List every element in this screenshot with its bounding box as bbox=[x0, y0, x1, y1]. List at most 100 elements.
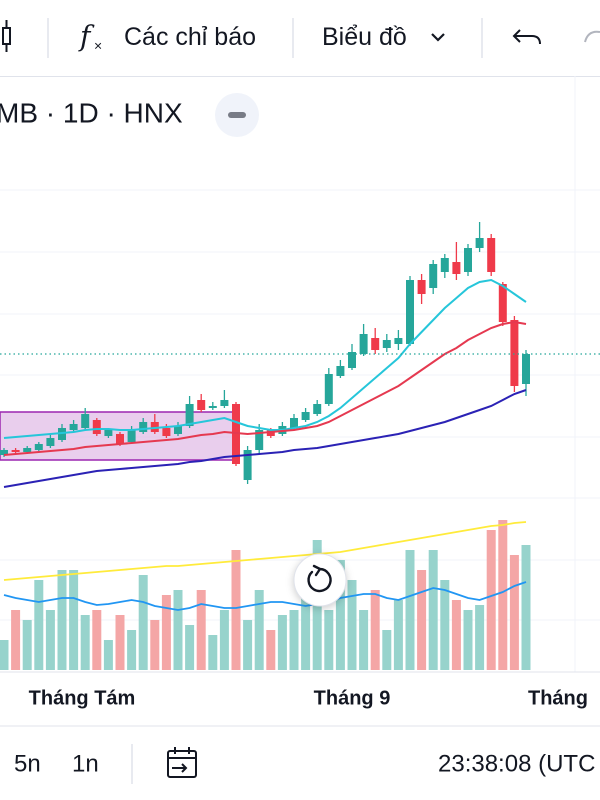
moving-average bbox=[3, 521, 527, 581]
volume-bar bbox=[34, 580, 44, 670]
candle-body bbox=[464, 248, 472, 272]
candle-body bbox=[69, 424, 78, 430]
volume-bar bbox=[22, 620, 32, 670]
volume-bar bbox=[196, 590, 206, 670]
bottom-bar: 5n 1n 23:38:08 (UTC bbox=[14, 744, 595, 784]
volume-bar bbox=[498, 520, 508, 670]
volume-bar bbox=[370, 590, 380, 670]
chart-type-button[interactable]: Biểu đồ bbox=[322, 23, 407, 51]
candle-body bbox=[197, 400, 206, 410]
fx-icon-x: × bbox=[94, 38, 102, 54]
volume-bar bbox=[475, 605, 485, 670]
candle-body bbox=[359, 334, 368, 354]
candle-body bbox=[104, 430, 113, 436]
candle-body bbox=[440, 258, 449, 272]
collapse-icon bbox=[228, 112, 246, 118]
volume-bar bbox=[486, 530, 496, 670]
volume-bar bbox=[335, 560, 345, 670]
candle-body bbox=[34, 444, 43, 450]
volume-bar bbox=[301, 590, 311, 670]
candle-body bbox=[11, 450, 20, 452]
moving-average bbox=[3, 389, 527, 488]
date-range-icon[interactable] bbox=[167, 747, 197, 778]
candle-body bbox=[406, 280, 414, 344]
volume-bar bbox=[161, 595, 171, 670]
moving-average bbox=[3, 278, 527, 439]
volume-bar bbox=[277, 615, 287, 670]
volume-bar bbox=[440, 580, 450, 670]
clock: 23:38:08 (UTC bbox=[438, 750, 595, 777]
volume-bar bbox=[405, 550, 415, 670]
volume-bar bbox=[324, 610, 334, 670]
candle-body bbox=[139, 422, 148, 432]
volume-bar bbox=[45, 610, 55, 670]
dropdown-chevron[interactable] bbox=[431, 33, 445, 42]
toolbar: f × Các chỉ báo Biểu đồ bbox=[0, 0, 600, 77]
volume-bar bbox=[382, 630, 392, 670]
volume-bar bbox=[509, 555, 519, 670]
volume-bar bbox=[11, 610, 21, 670]
candle-body bbox=[487, 238, 496, 272]
candle-body bbox=[301, 412, 310, 420]
candle-body bbox=[185, 404, 194, 426]
volume-bar bbox=[219, 610, 229, 670]
volume-bar bbox=[138, 575, 148, 670]
volume-bar bbox=[92, 610, 102, 670]
candle-body bbox=[522, 354, 530, 384]
indicators-button[interactable]: Các chỉ báo bbox=[124, 23, 257, 51]
volume-bar bbox=[289, 610, 299, 670]
candle-body bbox=[313, 404, 322, 414]
volume-bar bbox=[254, 590, 264, 670]
candle-body bbox=[510, 320, 519, 386]
volume-bar bbox=[417, 570, 427, 670]
volume-bar bbox=[115, 615, 125, 670]
candle-body bbox=[46, 438, 55, 446]
candle-body bbox=[208, 406, 217, 408]
time-label: Tháng bbox=[528, 687, 588, 709]
volume-bar bbox=[393, 600, 403, 670]
chart: MB · 1D · HNX Tháng Tám Tháng 9 Tháng bbox=[0, 76, 600, 727]
volume-bar bbox=[185, 625, 195, 670]
candle-body bbox=[255, 430, 264, 450]
volume-bar bbox=[0, 640, 9, 670]
candle-body bbox=[23, 448, 32, 452]
candle-body bbox=[382, 340, 391, 348]
candle-icon[interactable] bbox=[2, 20, 11, 52]
volume-bar bbox=[69, 570, 79, 670]
candle-body bbox=[475, 238, 484, 248]
volume-bar bbox=[428, 550, 438, 670]
volume-bar bbox=[173, 590, 183, 670]
volume-bar bbox=[243, 620, 253, 670]
candle-body bbox=[162, 428, 171, 436]
candle-body bbox=[0, 450, 8, 455]
volume-bar bbox=[359, 610, 369, 670]
candle-body bbox=[116, 434, 124, 444]
volume-bar bbox=[451, 600, 461, 670]
range-button[interactable]: 5n bbox=[14, 750, 41, 777]
volume-bar bbox=[231, 550, 241, 670]
volume-bar bbox=[57, 570, 67, 670]
undo-icon[interactable] bbox=[512, 29, 541, 45]
candle-body bbox=[371, 338, 380, 350]
candle-body bbox=[336, 366, 345, 376]
candle-body bbox=[81, 414, 90, 428]
candle-body bbox=[324, 374, 333, 404]
symbol-label: MB · 1D · HNX bbox=[0, 97, 183, 128]
volume-bar bbox=[150, 620, 160, 670]
volume-bar bbox=[208, 635, 218, 670]
time-label: Tháng Tám bbox=[29, 687, 136, 709]
toolbar-icons: f × bbox=[2, 18, 600, 58]
range-button[interactable]: 1n bbox=[72, 750, 99, 777]
candle-body bbox=[394, 338, 403, 344]
volume-bar bbox=[127, 630, 137, 670]
candle-body bbox=[243, 450, 252, 480]
time-label: Tháng 9 bbox=[314, 687, 391, 709]
redo-icon[interactable] bbox=[584, 30, 600, 43]
volume-bar bbox=[521, 545, 531, 670]
volume-bar bbox=[347, 580, 357, 670]
candle-body bbox=[127, 430, 136, 442]
moving-average bbox=[3, 581, 527, 611]
reset-button[interactable] bbox=[293, 553, 347, 607]
reset-icon bbox=[307, 564, 332, 593]
